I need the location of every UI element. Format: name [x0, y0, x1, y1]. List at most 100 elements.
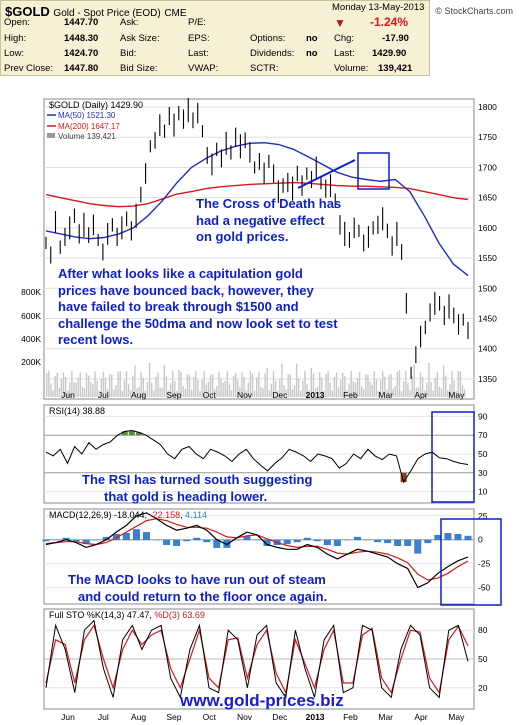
volume-bar: [182, 386, 184, 397]
x-tick-label: Apr: [414, 390, 427, 400]
volume-bar: [405, 371, 407, 397]
volume-bar: [121, 390, 123, 397]
macd-histogram-bar: [263, 539, 271, 546]
volume-bar: [346, 390, 348, 397]
volume-bar: [451, 371, 453, 397]
volume-bar: [274, 380, 277, 397]
volume-bar: [167, 390, 170, 397]
macd-histogram-bar: [253, 539, 261, 541]
volume-bar: [140, 372, 142, 397]
rsi-annotation: The RSI has turned south suggesting that…: [82, 472, 312, 505]
volume-bar: [419, 372, 422, 397]
sto-legend: Full STO %K(14,3) 47.47, %D(3) 63.69: [49, 610, 205, 620]
volume-bar: [373, 371, 375, 397]
last-price-label: Last:: [334, 48, 355, 59]
volume-bar: [463, 389, 466, 397]
rsi-tick-label: 30: [478, 468, 488, 478]
rsi-axis: 10 30 50 70 90: [478, 411, 488, 496]
volume-bar: [442, 365, 445, 397]
volume-bar: [153, 390, 155, 397]
volume-bar: [199, 390, 201, 397]
cross-highlight-box: [357, 152, 390, 190]
price-grid: [44, 106, 474, 380]
volume-bar: [424, 390, 426, 397]
macd-histogram-bar: [142, 532, 150, 541]
macd-histogram-bar: [384, 539, 392, 544]
sto-tick-label: 80: [478, 625, 488, 635]
macd-histogram-bar: [193, 537, 201, 541]
macd-highlight-box: [440, 518, 502, 606]
macd-histogram-bar: [353, 536, 361, 541]
volume-bar: [445, 375, 447, 397]
price-tick-label: 1400: [478, 344, 497, 354]
volume-bar: [130, 389, 132, 397]
volume-bar: [310, 367, 312, 397]
volume-bar: [106, 389, 109, 397]
volume-bar: [117, 371, 119, 397]
macd-histogram-bar: [213, 539, 221, 548]
price-tick-label: 1350: [478, 374, 497, 384]
volume-bar: [277, 390, 279, 397]
volume-bar: [413, 364, 415, 397]
volume-tick-label: 400K: [21, 334, 41, 344]
x-tick-label: Oct: [203, 712, 217, 722]
volume-bar: [337, 387, 340, 397]
volume-bar: [94, 371, 96, 397]
volume-bar: [342, 372, 344, 397]
volume-bar: [111, 374, 113, 397]
volume-bar: [46, 373, 48, 397]
volume-bar: [428, 363, 430, 397]
volume-bar: [71, 371, 73, 397]
volume-bar: [54, 376, 56, 397]
volume-bar: [375, 379, 378, 397]
volume-bar: [69, 382, 71, 397]
volume-bar: [73, 382, 75, 397]
volume-tick-label: 200K: [21, 357, 41, 367]
macd-histogram-bar: [424, 539, 432, 544]
volume-bar: [85, 373, 88, 397]
volume-bar: [403, 381, 405, 397]
volume-bar: [319, 372, 321, 397]
macd-panel-frame: [43, 508, 475, 605]
volume-bar: [371, 384, 373, 397]
volume-bar: [169, 383, 172, 397]
volume-bar: [205, 384, 207, 397]
macd-histogram-bar: [102, 536, 110, 541]
volume-bar: [92, 383, 94, 397]
volume-bar: [188, 375, 191, 397]
eps-label: EPS:: [188, 33, 210, 44]
rsi-overbought-area: [135, 432, 142, 436]
sto-k-line: [45, 619, 469, 699]
sto-axis: 20 50 80: [478, 625, 488, 693]
x-tick-label: Nov: [237, 390, 253, 400]
volume-bar: [331, 390, 333, 397]
macd-histogram-bar: [394, 539, 402, 546]
macd-histogram-bar: [233, 539, 241, 541]
volume-bar: [455, 390, 457, 397]
volume-bar: [201, 379, 203, 397]
rsi-tick-label: 70: [478, 430, 488, 440]
macd-histogram-bar: [404, 539, 412, 546]
cap-text-1: After what looks like a capitulation gol…: [58, 266, 303, 281]
sto-tick-label: 20: [478, 683, 488, 693]
x-tick-label: Jul: [98, 712, 109, 722]
cross-text-2: had a negative effect: [196, 212, 325, 228]
price-panel-frame: [43, 98, 475, 400]
ma50-line: [45, 141, 469, 277]
vwap-label: VWAP:: [188, 63, 219, 74]
exchange: CME: [164, 8, 187, 19]
volume-bar: [172, 371, 174, 397]
volume-bar: [279, 378, 281, 397]
volume-bar: [136, 388, 138, 397]
x-tick-label: 2013: [306, 712, 325, 722]
macd-histogram-bar: [163, 539, 171, 546]
volume-bar: [384, 376, 386, 397]
volume-bar: [83, 388, 86, 397]
open-label: Open:: [4, 17, 30, 28]
website-url[interactable]: www.gold-prices.biz: [180, 691, 344, 710]
percent-change: -1.24%: [370, 15, 409, 29]
cap-text-2: prices have bounced back, however, they: [58, 282, 314, 298]
volume-bar: [251, 373, 254, 397]
volume-bar: [461, 385, 464, 397]
x-tick-label: Feb: [343, 390, 358, 400]
